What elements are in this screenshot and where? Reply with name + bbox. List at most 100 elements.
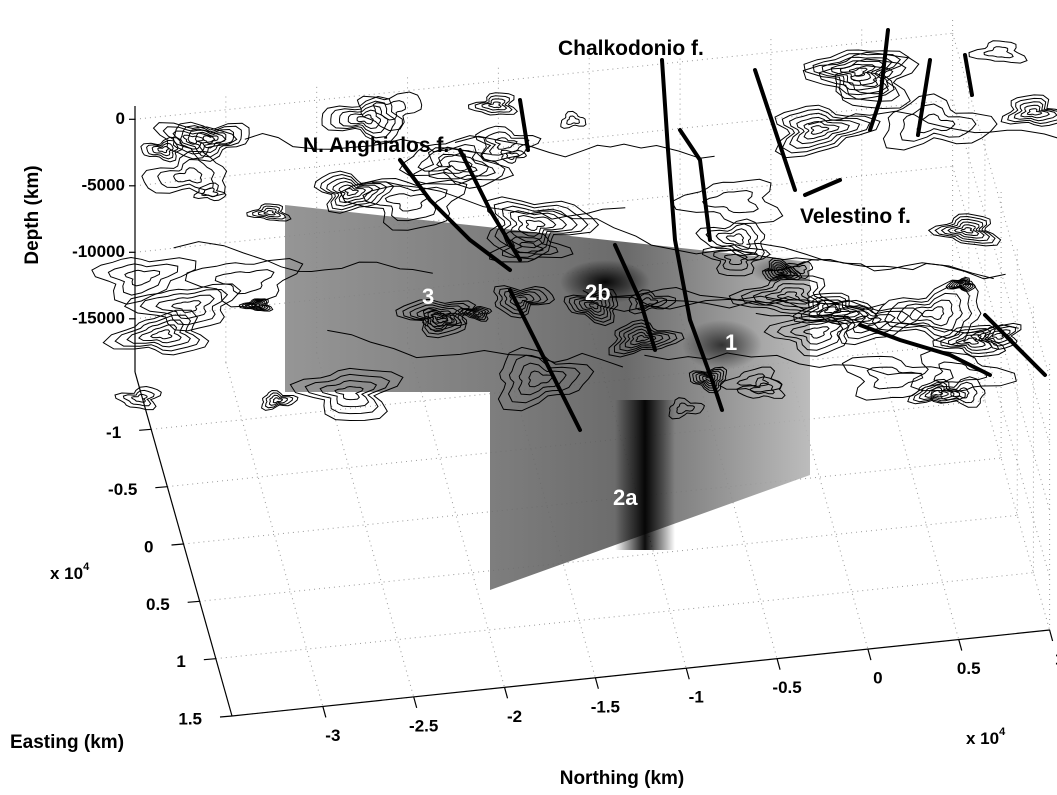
contour-line [174,168,202,183]
contour-line [964,338,979,344]
y-tick [155,487,167,488]
contour-line [123,390,154,405]
contour-line [672,179,783,223]
contour-line [264,211,275,215]
x-tick [595,678,598,689]
x-tick-label: -1 [689,688,704,707]
y-tick-label: 0 [144,537,153,556]
contour-line [911,351,1016,392]
contour-line [194,183,226,201]
zone-label: 2a [613,485,638,510]
multiplier-base: x 10 [966,729,999,748]
z-axis-label: Depth (km) [22,165,43,264]
contour-line [507,153,520,160]
x-multiplier: x 104 [966,726,1006,749]
grid-line [226,362,323,706]
x-tick-label: 0.5 [957,659,981,678]
scene: Chalkodonio f. N. Anghialos f. Velestino… [92,30,1057,590]
x-tick [414,697,417,708]
contour-line [561,111,586,128]
contour-line [961,228,973,233]
contour-line [900,104,976,141]
annotation: Velestino f. [800,205,911,228]
x-tick [686,668,689,679]
contour-line [922,307,944,320]
x-tick-label: -0.5 [772,678,801,697]
z-tick-label: -10000 [72,242,125,261]
contour-line [883,94,997,150]
x-tick-label: -2 [507,707,522,726]
contour-line [969,41,1027,63]
contour-line [385,194,427,211]
grid-line [135,100,953,186]
contour-line [108,264,177,295]
contour-line [526,220,545,230]
y-tick [139,429,151,430]
chart: Chalkodonio f. N. Anghialos f. Velestino… [0,0,1057,790]
y-axis-label: Easting (km) [10,732,124,753]
y-tick [172,544,184,545]
y-tick-label: 1.5 [178,709,202,728]
x-tick [505,687,508,698]
annotation: N. Anghialos f. [303,134,449,157]
contour-line [811,126,829,135]
fault-line [965,55,972,95]
zone-label: 1 [725,330,737,355]
grid-line [216,573,1034,659]
contour-line [151,330,172,339]
contour-line [333,182,373,203]
contour-line [92,258,196,305]
contour-line [215,270,274,294]
fault-line [805,180,840,195]
y-tick-label: 1 [176,652,185,671]
zone-label: 2b [585,280,611,305]
contour-line [703,191,759,213]
fault-line [680,130,710,240]
contour-line [158,147,169,153]
y-multiplier: x 104 [50,561,90,584]
fault-line [755,70,795,190]
x-tick [323,706,326,717]
multiplier-exponent: 4 [999,726,1006,738]
z-tick-label: 0 [116,109,125,128]
x-tick-label: -1.5 [591,697,620,716]
contour-line [273,398,282,403]
x-axis-label: Northing (km) [560,768,685,789]
contour-line [885,287,972,339]
y-tick-label: 0.5 [146,595,170,614]
z-tick-label: -5000 [82,175,125,194]
grid-line [408,343,505,687]
contour-line [842,356,953,400]
contour-line [867,367,922,389]
x-tick [1050,630,1053,641]
multiplier-base: x 10 [50,564,83,583]
x-tick-label: -2.5 [409,716,438,735]
y-tick-label: -0.5 [108,480,137,499]
contour-line [482,99,507,110]
fault-line [520,100,528,150]
x-tick [868,649,871,660]
zone-label: 3 [422,284,434,309]
annotation: Chalkodonio f. [558,37,704,60]
x-tick-label: -3 [325,726,340,745]
contour-line [314,171,393,213]
x-tick [777,659,780,670]
contour-line [345,189,358,196]
y-tick-label: -1 [106,423,121,442]
contour-line [125,270,160,286]
contour-line [567,116,580,125]
x-tick [959,640,962,651]
contour-line [831,306,909,339]
y-tick [204,659,216,660]
y-tick [188,601,200,602]
x-axis-line [232,630,1050,716]
multiplier-exponent: 4 [83,561,90,573]
contours [92,41,1057,421]
contour-line [115,387,161,410]
contour-line [726,234,743,244]
x-tick-label: 0 [873,669,882,688]
y-tick [220,716,232,717]
resistivity-slice [285,205,810,590]
z-tick-label: -15000 [72,308,125,327]
anomaly [615,400,675,550]
